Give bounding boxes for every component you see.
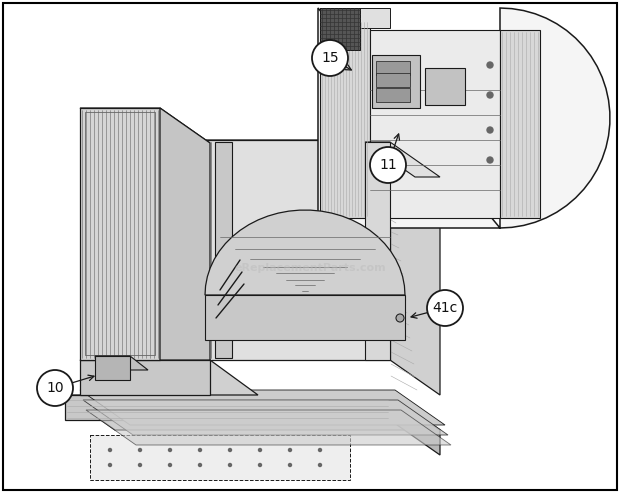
Polygon shape xyxy=(205,210,405,295)
Polygon shape xyxy=(372,55,420,108)
Polygon shape xyxy=(90,435,350,480)
Polygon shape xyxy=(205,295,405,340)
Circle shape xyxy=(370,147,406,183)
Polygon shape xyxy=(370,30,500,218)
Circle shape xyxy=(138,449,141,452)
PathPatch shape xyxy=(318,8,610,228)
Circle shape xyxy=(169,449,172,452)
Polygon shape xyxy=(320,20,370,218)
Text: 41c: 41c xyxy=(432,301,458,315)
Polygon shape xyxy=(65,395,390,420)
Polygon shape xyxy=(160,140,390,360)
Polygon shape xyxy=(390,175,440,395)
Circle shape xyxy=(396,314,404,322)
Circle shape xyxy=(229,449,231,452)
Polygon shape xyxy=(376,61,410,75)
Circle shape xyxy=(312,40,348,76)
Polygon shape xyxy=(215,142,232,358)
Polygon shape xyxy=(80,108,210,143)
Circle shape xyxy=(487,62,493,68)
Polygon shape xyxy=(320,8,360,50)
Circle shape xyxy=(198,463,202,466)
Text: 10: 10 xyxy=(46,381,64,395)
Polygon shape xyxy=(425,68,465,105)
Circle shape xyxy=(108,463,112,466)
Text: eReplacementParts.com: eReplacementParts.com xyxy=(234,263,386,273)
Polygon shape xyxy=(320,8,390,28)
Text: 15: 15 xyxy=(321,51,339,65)
Polygon shape xyxy=(95,356,148,370)
Circle shape xyxy=(169,463,172,466)
Polygon shape xyxy=(65,395,440,430)
Circle shape xyxy=(108,449,112,452)
Circle shape xyxy=(138,463,141,466)
Circle shape xyxy=(288,449,291,452)
Circle shape xyxy=(259,463,262,466)
Polygon shape xyxy=(376,73,410,87)
Polygon shape xyxy=(390,395,440,455)
Text: 11: 11 xyxy=(379,158,397,172)
Circle shape xyxy=(37,370,73,406)
Polygon shape xyxy=(365,142,440,177)
Circle shape xyxy=(487,157,493,163)
Circle shape xyxy=(259,449,262,452)
Circle shape xyxy=(487,127,493,133)
Polygon shape xyxy=(80,360,258,395)
Polygon shape xyxy=(365,142,390,360)
Polygon shape xyxy=(376,88,410,102)
Circle shape xyxy=(198,449,202,452)
Polygon shape xyxy=(80,360,210,395)
Polygon shape xyxy=(160,140,440,175)
Circle shape xyxy=(229,463,231,466)
Polygon shape xyxy=(80,390,445,425)
Circle shape xyxy=(427,290,463,326)
Polygon shape xyxy=(86,410,451,445)
Circle shape xyxy=(487,92,493,98)
Polygon shape xyxy=(83,400,448,435)
Polygon shape xyxy=(95,356,130,380)
Polygon shape xyxy=(160,108,210,360)
Circle shape xyxy=(319,449,322,452)
Circle shape xyxy=(288,463,291,466)
Polygon shape xyxy=(80,108,160,360)
Polygon shape xyxy=(500,30,540,218)
Circle shape xyxy=(319,463,322,466)
